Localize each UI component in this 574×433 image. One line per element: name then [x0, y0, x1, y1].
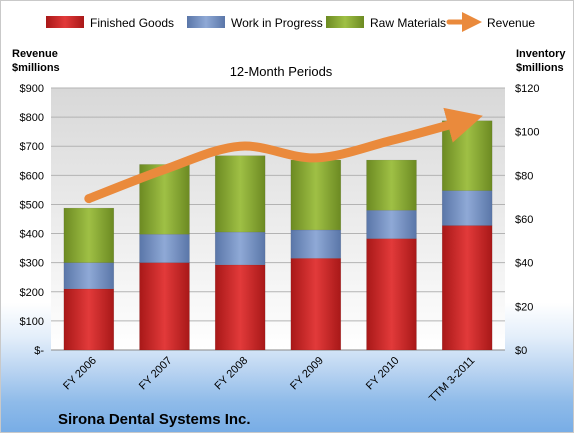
legend-swatch-work-in-progress: [187, 16, 225, 28]
x-axis-tick-label: TTM 3-2011: [427, 355, 477, 405]
chart-subtitle: 12-Month Periods: [230, 64, 333, 79]
work-in-progress-bar: [139, 233, 190, 263]
company-title: Sirona Dental Systems Inc.: [58, 411, 251, 428]
left-axis-tick-label: $500: [20, 199, 44, 211]
finished-goods-bar: [441, 225, 493, 351]
right-axis-tick-label: $40: [515, 258, 533, 270]
left-axis-tick-label: $600: [20, 170, 44, 182]
finished-goods-bar: [139, 262, 190, 351]
left-axis-tick-label: $700: [20, 141, 44, 153]
right-axis-tick-label: $100: [515, 127, 539, 139]
left-axis-tick-label: $400: [20, 229, 44, 241]
right-axis-tick-label: $80: [515, 170, 533, 182]
raw-materials-bar: [366, 159, 417, 211]
gridlines: [51, 87, 505, 351]
right-axis-tick-label: $0: [515, 345, 527, 357]
left-axis-tick-label: $200: [20, 287, 44, 299]
right-axis-tick-label: $60: [515, 214, 533, 226]
finished-goods-bar: [63, 288, 115, 351]
right-axis-title-line2: $millions: [516, 62, 564, 74]
work-in-progress-bar: [290, 229, 342, 259]
work-in-progress-bar: [214, 231, 266, 266]
raw-materials-bar: [214, 155, 266, 233]
legend-label-revenue: Revenue: [487, 16, 535, 30]
left-axis-tick-label: $900: [20, 83, 44, 95]
raw-materials-bar: [290, 159, 342, 231]
right-axis-tick-label: $120: [515, 83, 539, 95]
work-in-progress-bar: [366, 209, 417, 239]
legend-label-work-in-progress: Work in Progress: [231, 16, 323, 30]
raw-materials-bar: [139, 164, 190, 235]
left-axis-title-line2: $millions: [12, 62, 60, 74]
left-axis-ticks: $- $100 $200 $300 $400 $500 $600 $700 $800 $900: [20, 83, 45, 357]
revenue-line-layer: [84, 107, 483, 204]
legend-label-raw-materials: Raw Materials: [370, 16, 446, 30]
left-axis-tick-label: $800: [20, 112, 44, 124]
revenue-line: [84, 107, 483, 204]
left-axis-tick-label: $100: [20, 316, 44, 328]
right-axis-tick-label: $20: [515, 301, 533, 313]
raw-materials-bar: [63, 207, 115, 263]
finished-goods-bar: [290, 257, 342, 351]
work-in-progress-bar: [441, 190, 493, 226]
work-in-progress-bar: [63, 262, 115, 290]
finished-goods-bar: [214, 264, 266, 351]
right-axis-title-line1: Inventory: [516, 48, 566, 60]
raw-materials-bar: [441, 120, 493, 191]
x-axis-tick-label: FY 2009: [288, 355, 326, 393]
left-axis-title-line1: Revenue: [12, 48, 58, 60]
legend: Finished Goods Work in Progress Raw Mate…: [46, 12, 535, 32]
left-axis-tick-label: $-: [34, 345, 44, 357]
x-axis-ticks: FY 2006 FY 2007 FY 2008 FY 2009 FY 2010 TTM 3…: [61, 355, 477, 405]
legend-label-finished-goods: Finished Goods: [90, 16, 174, 30]
legend-swatch-raw-materials: [326, 16, 364, 28]
finished-goods-bar: [366, 238, 417, 351]
right-axis-ticks: $0 $20 $40 $60 $80 $100 $120: [515, 83, 539, 357]
x-axis-tick-label: FY 2008: [213, 355, 251, 393]
stacked-bars: [63, 120, 493, 351]
left-axis-tick-label: $300: [20, 258, 44, 270]
x-axis-tick-label: FY 2010: [364, 355, 402, 393]
legend-swatch-finished-goods: [46, 16, 84, 28]
x-axis-tick-label: FY 2007: [137, 355, 175, 393]
x-axis-tick-label: FY 2006: [61, 355, 99, 393]
